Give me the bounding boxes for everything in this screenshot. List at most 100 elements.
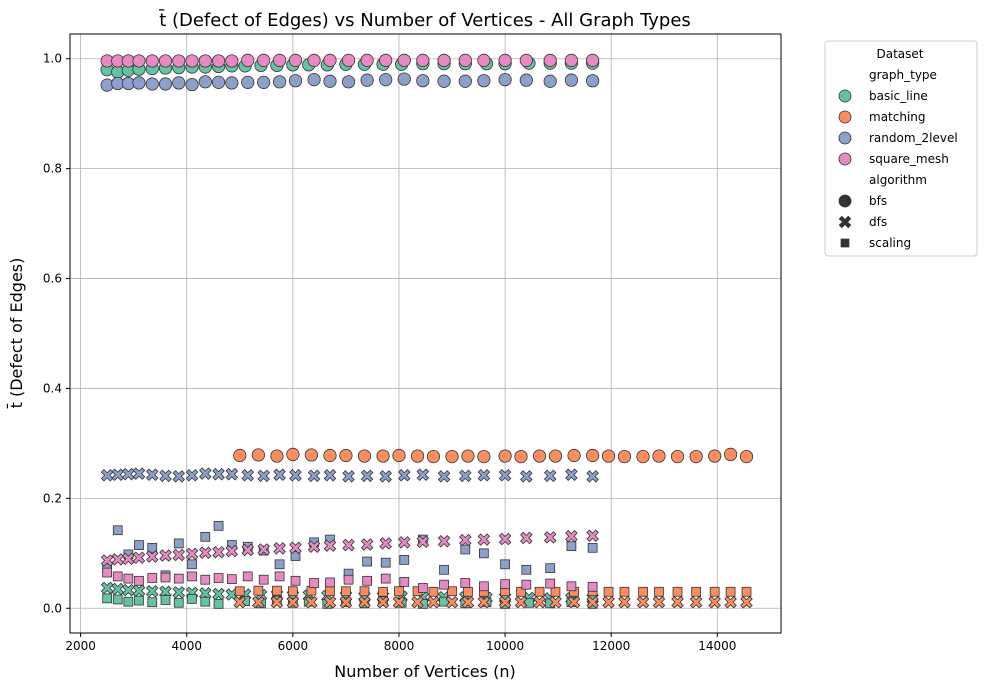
- point-matching-dfs: [636, 595, 650, 609]
- legend-entry-random_2level[interactable]: random_2level: [838, 131, 958, 145]
- point-matching-bfs: [708, 449, 722, 463]
- point-random_2level-scaling: [439, 564, 449, 575]
- point-matching-scaling: [234, 586, 245, 597]
- point-matching-bfs: [392, 448, 406, 463]
- point-random_2level-bfs: [360, 73, 374, 87]
- point-random_2level-dfs: [273, 468, 286, 481]
- point-matching-dfs: [427, 595, 440, 609]
- point-matching-dfs: [392, 595, 406, 609]
- x-tick-label: 10000: [486, 639, 524, 653]
- point-random_2level-dfs: [586, 470, 599, 483]
- point-random_2level-bfs: [257, 75, 271, 89]
- point-random_2level-scaling: [380, 557, 391, 568]
- point-random_2level-bfs: [241, 75, 255, 89]
- legend-marker: [838, 194, 852, 208]
- point-matching-dfs: [689, 595, 703, 609]
- point-matching-dfs: [567, 595, 581, 609]
- point-matching-bfs: [286, 447, 300, 461]
- point-random_2level-scaling: [173, 538, 184, 549]
- point-matching-dfs: [652, 595, 666, 609]
- point-square_mesh-dfs: [398, 536, 411, 549]
- point-square_mesh-scaling: [123, 573, 134, 584]
- legend-entry-dfs[interactable]: dfs: [838, 215, 887, 229]
- point-matching-scaling: [378, 586, 388, 597]
- point-square_mesh-bfs: [257, 53, 271, 67]
- point-square_mesh-dfs: [145, 550, 159, 563]
- point-random_2level-scaling: [500, 559, 510, 570]
- legend-entry-matching[interactable]: matching: [838, 110, 926, 124]
- legend-marker: [838, 152, 852, 166]
- legend-marker: [838, 215, 852, 229]
- legend-entry-bfs[interactable]: bfs: [838, 194, 887, 208]
- point-matching-dfs: [286, 595, 300, 609]
- point-matching-dfs: [514, 595, 528, 609]
- y-tick-label: 0.2: [43, 491, 62, 505]
- legend-entry-square_mesh[interactable]: square_mesh: [838, 152, 949, 166]
- point-square_mesh-bfs: [586, 53, 600, 67]
- point-square_mesh-scaling: [325, 577, 335, 588]
- point-random_2level-scaling: [290, 551, 301, 561]
- legend-entry-scaling[interactable]: scaling: [840, 236, 911, 250]
- point-square_mesh-bfs: [397, 53, 411, 67]
- legend-entry-basic_line[interactable]: basic_line: [838, 89, 928, 103]
- point-square_mesh-scaling: [521, 579, 532, 590]
- point-random_2level-scaling: [479, 548, 489, 559]
- point-square_mesh-scaling: [173, 573, 184, 584]
- legend[interactable]: Dataset graph_type basic_line matching rand…: [824, 40, 978, 257]
- point-random_2level-bfs: [341, 75, 356, 89]
- point-matching-scaling: [534, 586, 545, 597]
- point-random_2level-dfs: [520, 470, 533, 483]
- point-square_mesh-dfs: [520, 531, 533, 545]
- point-matching-dfs: [305, 595, 318, 609]
- point-square_mesh-dfs: [257, 543, 270, 556]
- legend-hue-heading: graph_type: [869, 68, 937, 82]
- series-random_2level-bfs: [100, 72, 600, 92]
- point-matching-bfs: [357, 449, 372, 463]
- point-square_mesh-scaling: [417, 583, 428, 593]
- point-square_mesh-scaling: [343, 574, 354, 585]
- point-matching-dfs: [724, 595, 737, 609]
- point-matching-bfs: [689, 449, 703, 464]
- point-matching-scaling: [253, 585, 264, 596]
- point-random_2level-dfs: [459, 469, 472, 483]
- point-matching-bfs: [477, 449, 491, 464]
- point-square_mesh-scaling: [226, 574, 237, 585]
- point-matching-dfs: [477, 595, 491, 609]
- point-square_mesh-scaling: [309, 578, 319, 588]
- y-tick-label: 0.6: [43, 272, 62, 286]
- point-square_mesh-dfs: [416, 535, 430, 549]
- point-random_2level-dfs: [132, 467, 146, 480]
- point-square_mesh-bfs: [341, 53, 356, 67]
- point-square_mesh-dfs: [307, 540, 321, 553]
- point-random_2level-dfs: [379, 470, 392, 483]
- point-square_mesh-bfs: [211, 54, 226, 68]
- point-random_2level-scaling: [213, 520, 224, 531]
- point-basic_line-scaling: [187, 594, 197, 604]
- point-random_2level-bfs: [185, 77, 199, 92]
- plot-marks: [100, 53, 754, 609]
- point-random_2level-scaling: [460, 544, 471, 555]
- point-random_2level-scaling: [545, 563, 556, 574]
- point-square_mesh-bfs: [360, 53, 374, 67]
- point-random_2level-dfs: [498, 469, 512, 482]
- point-square_mesh-bfs: [498, 53, 512, 67]
- point-random_2level-scaling: [566, 541, 577, 552]
- point-square_mesh-bfs: [198, 54, 212, 68]
- legend-marker: [838, 131, 852, 145]
- legend-label: scaling: [869, 236, 911, 250]
- series-square_mesh-bfs: [100, 53, 600, 68]
- point-random_2level-scaling: [362, 556, 372, 567]
- point-square_mesh-scaling: [439, 579, 449, 590]
- point-square_mesh-bfs: [288, 53, 303, 67]
- point-square_mesh-scaling: [258, 574, 269, 585]
- y-tick-label: 1.0: [43, 52, 62, 66]
- point-random_2level-bfs: [323, 74, 337, 88]
- series-matching-dfs: [233, 595, 753, 609]
- point-square_mesh-bfs: [458, 53, 472, 67]
- legend-label: random_2level: [869, 131, 958, 145]
- point-random_2level-scaling: [200, 531, 211, 542]
- point-random_2level-dfs: [257, 469, 270, 483]
- point-random_2level-bfs: [172, 76, 186, 90]
- point-square_mesh-scaling: [213, 573, 224, 583]
- point-square_mesh-dfs: [477, 533, 491, 546]
